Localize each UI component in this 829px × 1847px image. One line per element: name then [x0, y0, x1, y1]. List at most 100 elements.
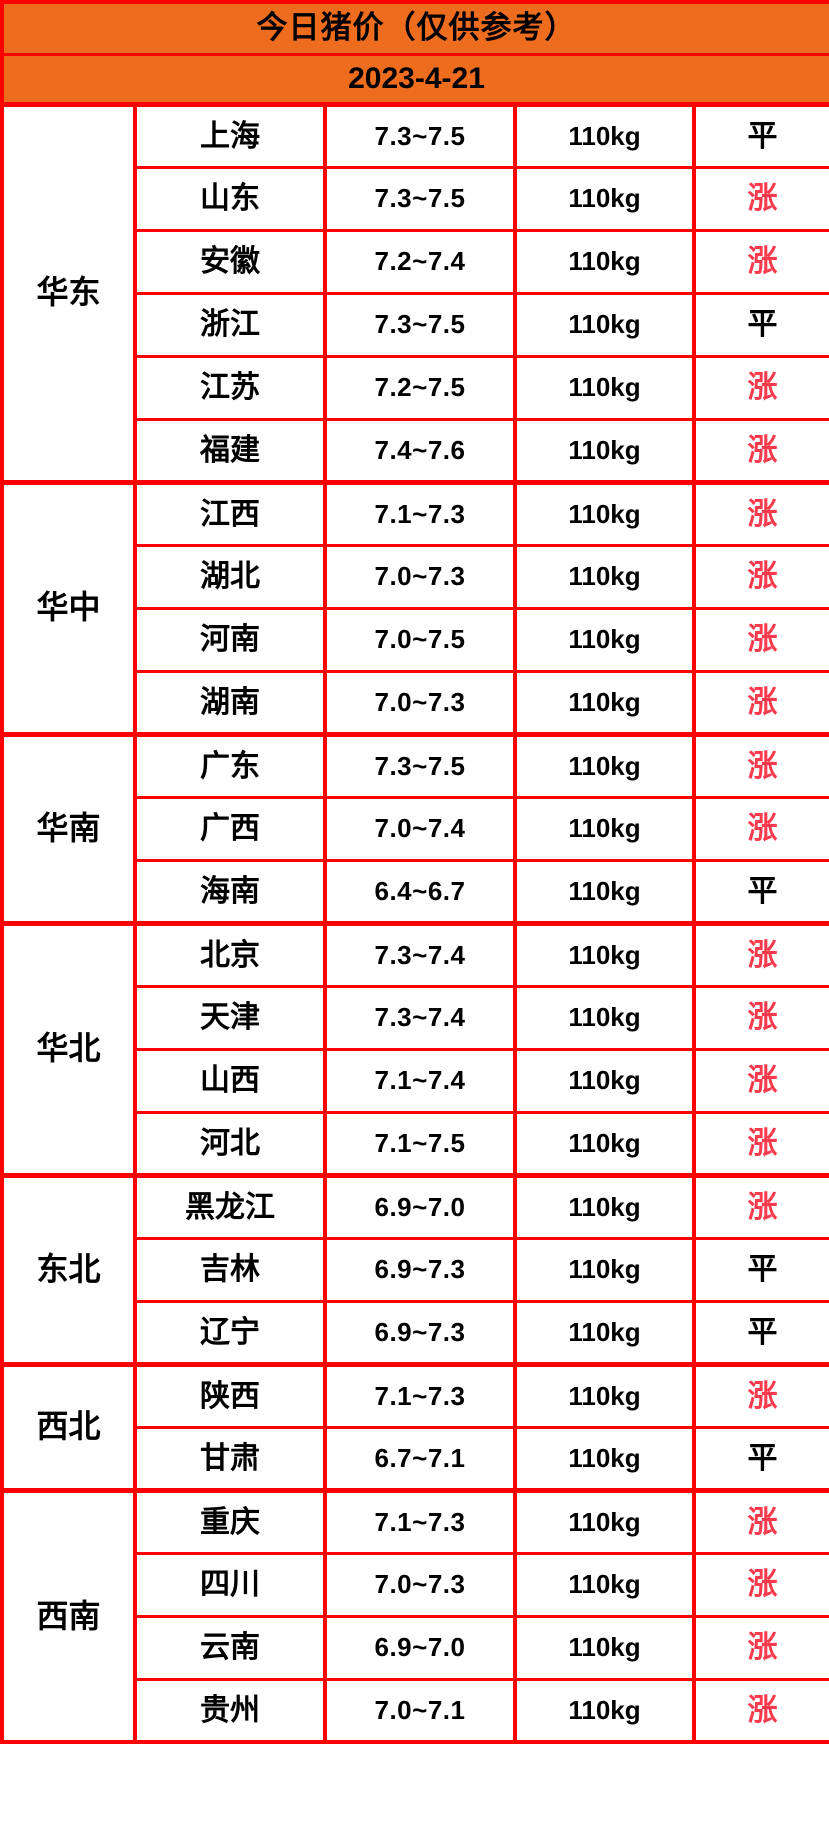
province-cell: 福建 [133, 417, 327, 484]
province-cell: 山东 [133, 165, 327, 232]
price-cell: 7.3~7.5 [323, 101, 517, 169]
status-cell: 涨 [691, 1361, 829, 1429]
price-cell: 6.7~7.1 [323, 1425, 517, 1492]
province-cell: 云南 [133, 1614, 327, 1681]
province-cell: 吉林 [133, 1236, 327, 1303]
weight-cell: 110kg [513, 1677, 696, 1744]
price-cell: 7.3~7.5 [323, 291, 517, 358]
weight-cell: 110kg [513, 858, 696, 925]
status-cell: 涨 [691, 543, 829, 610]
province-cell: 上海 [133, 101, 327, 169]
page-title: 今日猪价（仅供参考） [0, 0, 829, 56]
status-cell: 平 [691, 1425, 829, 1492]
table-row: 西南 重庆 7.1~7.3 110kg 涨 [0, 1487, 829, 1744]
table-row: 湖南 7.0~7.3 110kg 涨 [2, 669, 829, 736]
weight-cell: 110kg [513, 606, 696, 673]
status-cell: 涨 [691, 731, 829, 799]
price-cell: 7.3~7.4 [323, 984, 517, 1051]
weight-cell: 110kg [513, 101, 696, 169]
table-row: 华中 江西 7.1~7.3 110kg 涨 [0, 479, 829, 736]
province-cell: 天津 [133, 984, 327, 1051]
table-row: 江苏 7.2~7.5 110kg 涨 [2, 354, 829, 421]
province-cell: 河南 [133, 606, 327, 673]
weight-cell: 110kg [513, 920, 696, 988]
status-cell: 平 [691, 101, 829, 169]
date-label: 2023-4-21 [0, 52, 829, 106]
price-cell: 7.0~7.3 [323, 669, 517, 736]
price-cell: 6.4~6.7 [323, 858, 517, 925]
weight-cell: 110kg [513, 1487, 696, 1555]
province-cell: 重庆 [133, 1487, 327, 1555]
price-cell: 7.1~7.5 [323, 1110, 517, 1177]
weight-cell: 110kg [513, 1361, 696, 1429]
weight-cell: 110kg [513, 228, 696, 295]
status-cell: 涨 [691, 1677, 829, 1744]
weight-cell: 110kg [513, 795, 696, 862]
province-cell: 山西 [133, 1047, 327, 1114]
weight-cell: 110kg [513, 543, 696, 610]
table-row: 甘肃 6.7~7.1 110kg 平 [2, 1425, 829, 1492]
price-cell: 7.0~7.1 [323, 1677, 517, 1744]
price-cell: 6.9~7.0 [323, 1614, 517, 1681]
weight-cell: 110kg [513, 165, 696, 232]
weight-cell: 110kg [513, 479, 696, 547]
province-cell: 安徽 [133, 228, 327, 295]
status-cell: 涨 [691, 984, 829, 1051]
weight-cell: 110kg [513, 1236, 696, 1303]
price-cell: 7.0~7.5 [323, 606, 517, 673]
status-cell: 平 [691, 858, 829, 925]
weight-cell: 110kg [513, 1299, 696, 1366]
table-row: 吉林 6.9~7.3 110kg 平 [2, 1236, 829, 1303]
province-cell: 江苏 [133, 354, 327, 421]
status-cell: 涨 [691, 795, 829, 862]
table-row: 河南 7.0~7.5 110kg 涨 [2, 606, 829, 673]
weight-cell: 110kg [513, 984, 696, 1051]
table-row: 贵州 7.0~7.1 110kg 涨 [2, 1677, 829, 1744]
status-cell: 涨 [691, 1487, 829, 1555]
weight-cell: 110kg [513, 1551, 696, 1618]
table-row: 河北 7.1~7.5 110kg 涨 [2, 1110, 829, 1177]
province-cell: 陕西 [133, 1361, 327, 1429]
table-row: 山东 7.3~7.5 110kg 涨 [2, 165, 829, 232]
table-row: 华东 上海 7.3~7.5 110kg 平 [0, 101, 829, 484]
table-row: 海南 6.4~6.7 110kg 平 [2, 858, 829, 925]
table-row: 广西 7.0~7.4 110kg 涨 [2, 795, 829, 862]
province-cell: 浙江 [133, 291, 327, 358]
table-row: 安徽 7.2~7.4 110kg 涨 [2, 228, 829, 295]
province-cell: 北京 [133, 920, 327, 988]
province-cell: 江西 [133, 479, 327, 547]
price-cell: 7.1~7.4 [323, 1047, 517, 1114]
region-cell: 华南 [0, 731, 137, 925]
weight-cell: 110kg [513, 291, 696, 358]
table-row: 云南 6.9~7.0 110kg 涨 [2, 1614, 829, 1681]
status-cell: 涨 [691, 1614, 829, 1681]
price-cell: 7.3~7.5 [323, 165, 517, 232]
weight-cell: 110kg [513, 1425, 696, 1492]
province-cell: 贵州 [133, 1677, 327, 1744]
province-cell: 广东 [133, 731, 327, 799]
table-row: 湖北 7.0~7.3 110kg 涨 [2, 543, 829, 610]
table-row: 华北 北京 7.3~7.4 110kg 涨 [0, 920, 829, 1177]
header-title-row: 今日猪价（仅供参考） [0, 0, 829, 56]
status-cell: 涨 [691, 1172, 829, 1240]
status-cell: 涨 [691, 669, 829, 736]
weight-cell: 110kg [513, 354, 696, 421]
status-cell: 涨 [691, 479, 829, 547]
region-cell: 东北 [0, 1172, 137, 1366]
province-cell: 湖南 [133, 669, 327, 736]
price-cell: 7.3~7.5 [323, 731, 517, 799]
status-cell: 涨 [691, 920, 829, 988]
price-cell: 7.1~7.3 [323, 1361, 517, 1429]
table-row: 西北 陕西 7.1~7.3 110kg 涨 [0, 1361, 829, 1492]
weight-cell: 110kg [513, 669, 696, 736]
status-cell: 涨 [691, 417, 829, 484]
price-cell: 7.0~7.3 [323, 543, 517, 610]
region-cell: 西南 [0, 1487, 137, 1744]
price-cell: 7.2~7.5 [323, 354, 517, 421]
table-row: 山西 7.1~7.4 110kg 涨 [2, 1047, 829, 1114]
table-row: 辽宁 6.9~7.3 110kg 平 [2, 1299, 829, 1366]
price-cell: 7.2~7.4 [323, 228, 517, 295]
weight-cell: 110kg [513, 1047, 696, 1114]
province-cell: 广西 [133, 795, 327, 862]
province-cell: 四川 [133, 1551, 327, 1618]
